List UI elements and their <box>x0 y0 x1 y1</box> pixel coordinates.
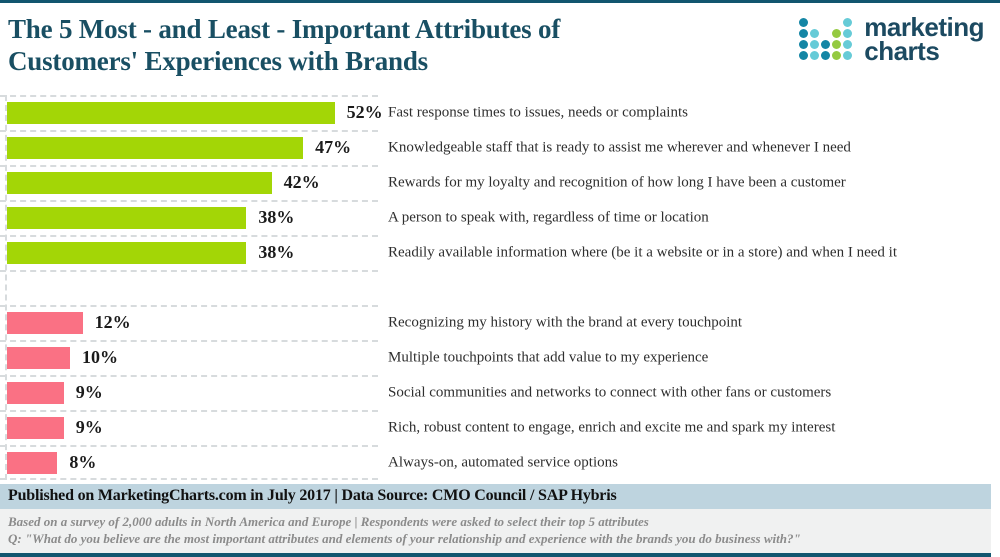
footnotes: Based on a survey of 2,000 adults in Nor… <box>0 509 991 553</box>
bar <box>7 416 64 439</box>
bar <box>7 311 83 334</box>
logo-dot <box>843 51 853 60</box>
logo-dot <box>799 40 809 49</box>
logo-dot <box>843 29 853 38</box>
logo-dot <box>821 51 831 60</box>
bar-label: Recognizing my history with the brand at… <box>388 314 743 330</box>
bar <box>7 451 58 474</box>
bar-value: 52% <box>346 102 383 122</box>
bar-value: 12% <box>94 312 131 332</box>
page-title-line1: The 5 Most - and Least - Important Attri… <box>8 14 561 44</box>
bar-row: 9% Social communities and networks to con… <box>0 375 1000 410</box>
bar-value: 9% <box>75 417 103 437</box>
logo-dot <box>832 29 842 38</box>
bar-value: 42% <box>283 172 320 192</box>
bar <box>7 381 64 404</box>
bar-value: 10% <box>82 347 118 367</box>
logo-dot <box>843 18 853 27</box>
logo-dot-empty <box>821 18 830 27</box>
bar-value: 8% <box>69 452 97 472</box>
logo-dot <box>832 51 842 60</box>
logo-word-charts: charts <box>864 36 940 66</box>
bar-row: 10% Multiple touchpoints that add value t… <box>0 340 1000 375</box>
bar-row: 12% Recognizing my history with the brand… <box>0 305 1000 340</box>
logo-dot <box>810 29 820 38</box>
bottom-accent-bar <box>0 553 991 557</box>
page-title: The 5 Most - and Least - Important Attri… <box>8 13 560 77</box>
bar-row: 38% Readily available information where (… <box>0 235 1000 270</box>
bar-row: 38% A person to speak with, regardless of… <box>0 200 1000 235</box>
footnote-question: Q: "What do you believe are the most imp… <box>8 531 801 546</box>
bar-label: Always-on, automated service options <box>388 454 618 470</box>
logo-dot <box>799 18 809 27</box>
bar-value: 38% <box>258 207 295 227</box>
bar-value: 38% <box>258 242 295 262</box>
bar-value: 9% <box>75 382 103 402</box>
logo-dot-empty <box>832 18 841 27</box>
bar <box>7 101 335 124</box>
top-accent-bar <box>0 0 1000 3</box>
section-gap-row <box>0 270 1000 305</box>
bar-chart: 52% Fast response times to issues, needs … <box>0 95 1000 480</box>
bar-label: Readily available information where (be … <box>388 244 897 260</box>
logo-dot <box>843 40 853 49</box>
bar-label: Knowledgeable staff that is ready to ass… <box>388 139 851 155</box>
bar <box>7 241 247 264</box>
logo-dot <box>832 40 842 49</box>
marketingcharts-logo: marketing charts <box>799 12 984 66</box>
footer: Published on MarketingCharts.com in July… <box>0 484 1000 557</box>
bar-value: 47% <box>315 137 352 157</box>
footnote-survey: Based on a survey of 2,000 adults in Nor… <box>8 514 649 529</box>
bar-label: A person to speak with, regardless of ti… <box>388 209 709 225</box>
bar-label: Rich, robust content to engage, enrich a… <box>388 419 836 435</box>
bar-row: 9% Rich, robust content to engage, enrich… <box>0 410 1000 445</box>
published-band: Published on MarketingCharts.com in July… <box>0 484 991 509</box>
bar <box>7 346 70 369</box>
page-title-line2: Customers' Experiences with Brands <box>8 46 428 76</box>
logo-dot-empty <box>810 18 819 27</box>
logo-dot <box>810 51 820 60</box>
bar <box>7 136 304 159</box>
logo-dots-icon <box>799 18 853 63</box>
logo-word-marketing: marketing <box>864 12 984 42</box>
bar-label: Multiple touchpoints that add value to m… <box>388 349 709 365</box>
bar <box>7 206 247 229</box>
header: The 5 Most - and Least - Important Attri… <box>0 3 1000 89</box>
bar-row: 8% Always-on, automated service options <box>0 445 1000 480</box>
bar-row: 52% Fast response times to issues, needs … <box>0 95 1000 130</box>
published-text: Published on MarketingCharts.com in July… <box>8 487 617 504</box>
bar-label: Rewards for my loyalty and recognition o… <box>388 174 846 190</box>
bar-row: 42% Rewards for my loyalty and recognitio… <box>0 165 1000 200</box>
bar <box>7 171 272 194</box>
bar-label: Fast response times to issues, needs or … <box>388 104 688 120</box>
bar-label: Social communities and networks to conne… <box>388 384 832 400</box>
logo-dot <box>821 40 831 49</box>
bar-row: 47% Knowledgeable staff that is ready to … <box>0 130 1000 165</box>
logo-dot-empty <box>821 29 830 38</box>
logo-dot <box>810 40 820 49</box>
logo-dot <box>799 29 809 38</box>
logo-dot <box>799 51 809 60</box>
logo-wordmark: marketing charts <box>864 12 984 66</box>
